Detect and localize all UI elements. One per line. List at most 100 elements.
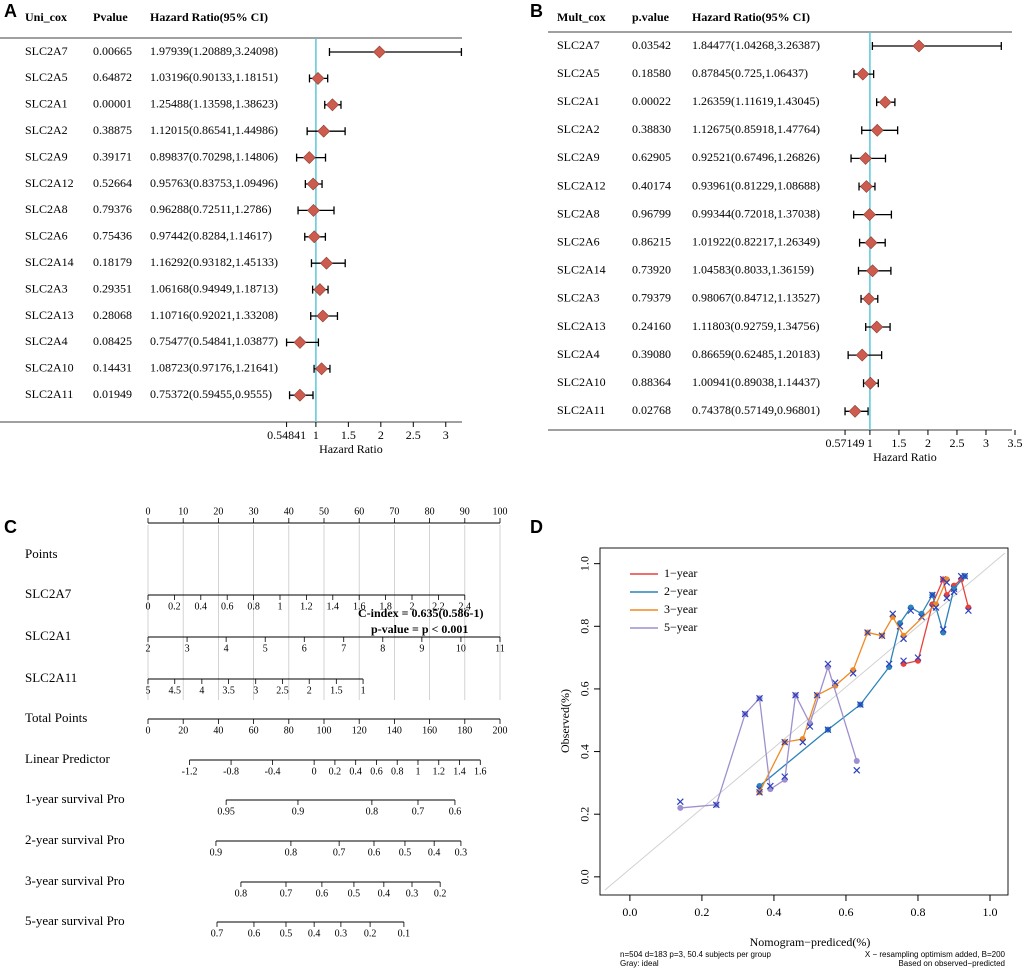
x-tick-label: 1 <box>867 436 873 450</box>
scale-tick-label: 1.2 <box>433 766 446 777</box>
hr-diamond <box>302 151 316 165</box>
scale-tick-label: 1.2 <box>300 601 313 612</box>
row-label: SLC2A8 <box>25 202 68 216</box>
x-tick-label: 0.2 <box>694 905 709 919</box>
x-tick-label: 2 <box>378 428 384 442</box>
x-tick-label: 0.4 <box>766 905 781 919</box>
plot-frame <box>599 547 1009 896</box>
hr-diamond <box>870 123 884 137</box>
x-tick-label: 3 <box>983 436 989 450</box>
hr-diamond <box>320 256 333 270</box>
y-axis-label: Observed(%) <box>558 689 572 753</box>
p-value: 0.00001 <box>93 97 132 111</box>
hr-diamond <box>855 348 869 362</box>
scale-tick-label: 2.4 <box>459 601 472 612</box>
scale-tick-label: 0 <box>146 601 151 612</box>
hr-diamond <box>848 404 862 418</box>
scale-tick-label: 4.5 <box>169 685 182 696</box>
hr-diamond <box>864 376 877 390</box>
row-label: SLC2A2 <box>25 123 68 137</box>
hr-ci: 1.10716(0.92021,1.33208) <box>150 308 278 322</box>
scale-tick-label: 0 <box>312 766 317 777</box>
corrected-point <box>781 773 789 781</box>
y-tick-label: 0.6 <box>578 681 592 696</box>
scale-tick-label: -0.4 <box>265 766 281 777</box>
observed-point <box>781 776 788 783</box>
p-value: 0.08425 <box>93 334 132 348</box>
x-tick-label: 0.54841 <box>267 428 306 442</box>
scale-tick-label: 30 <box>249 506 259 517</box>
hr-ci: 0.96288(0.72511,1.2786) <box>150 202 272 216</box>
hr-diamond <box>878 95 892 109</box>
scale-tick-label: 1.8 <box>379 601 392 612</box>
hr-diamond <box>859 180 873 193</box>
row-label: SLC2A5 <box>557 66 600 80</box>
scale-tick-label: 6 <box>302 643 307 654</box>
hr-ci: 1.97939(1.20889,3.24098) <box>150 44 278 58</box>
scale-tick-label: 2 <box>307 685 312 696</box>
x-tick-label: 3.5 <box>1008 436 1023 450</box>
scale-tick-label: 0.7 <box>412 806 425 817</box>
column-header: Hazard Ratio(95% CI) <box>692 10 810 24</box>
hr-diamond <box>862 292 876 306</box>
hr-diamond <box>307 230 321 244</box>
note: Based on observed−predicted <box>898 959 1005 968</box>
hr-ci: 0.74378(0.57149,0.96801) <box>692 403 820 417</box>
hr-ci: 1.08723(0.97176,1.21641) <box>150 361 278 375</box>
scale-tick-label: 8 <box>380 643 385 654</box>
scale-tick-label: 0.8 <box>285 847 298 858</box>
x-tick-label: 2 <box>925 436 931 450</box>
scale-tick-label: 0.5 <box>348 888 361 899</box>
observed-point <box>965 604 972 611</box>
scale-tick-label: 1.6 <box>353 601 366 612</box>
annotation: p-value = p < 0.001 <box>371 622 468 636</box>
scale-tick-label: 60 <box>354 506 364 517</box>
hr-ci: 0.97442(0.8284,1.14617) <box>150 229 272 243</box>
scale-name: SLC2A11 <box>25 670 77 685</box>
scale-name: SLC2A1 <box>25 628 71 643</box>
p-value: 0.24160 <box>632 319 671 333</box>
corrected-point <box>896 622 904 630</box>
p-value: 0.00665 <box>93 44 132 58</box>
hr-ci: 0.75477(0.54841,1.03877) <box>150 334 278 348</box>
p-value: 0.02768 <box>632 403 671 417</box>
corrected-point <box>756 788 763 796</box>
observed-point <box>950 585 957 592</box>
column-header: Mult_cox <box>557 10 606 24</box>
note: Gray: ideal <box>620 959 659 968</box>
p-value: 0.79379 <box>632 291 671 305</box>
hr-diamond <box>912 39 926 53</box>
corrected-point <box>928 591 936 599</box>
hr-ci: 1.06168(0.94949,1.18713) <box>150 281 278 295</box>
scale-tick-label: 200 <box>493 725 508 736</box>
hr-diamond <box>293 388 307 402</box>
x-tick-label: 2.5 <box>949 436 964 450</box>
hr-ci: 0.93961(0.81229,1.08688) <box>692 178 820 192</box>
p-value: 0.39080 <box>632 347 671 361</box>
scale-tick-label: 3.5 <box>222 685 235 696</box>
corrected-point <box>918 613 925 621</box>
x-axis-label: Hazard Ratio <box>873 450 937 464</box>
hr-diamond <box>315 362 328 376</box>
corrected-point <box>849 669 857 677</box>
scale-tick-label: 1.5 <box>330 685 343 696</box>
row-label: SLC2A2 <box>557 122 600 136</box>
scale-tick-label: 0.3 <box>335 928 348 939</box>
scale-tick-label: 140 <box>387 725 402 736</box>
row-label: SLC2A11 <box>557 403 605 417</box>
scale-name: 2-year survival Pro <box>25 832 125 847</box>
series-line <box>759 575 966 787</box>
scale-tick-label: 20 <box>178 725 188 736</box>
row-label: SLC2A10 <box>25 361 74 375</box>
hr-ci: 1.01922(0.82217,1.26349) <box>692 234 820 248</box>
hr-ci: 1.12015(0.86541,1.44986) <box>150 123 278 137</box>
scale-tick-label: 40 <box>284 506 294 517</box>
observed-point <box>940 629 947 636</box>
p-value: 0.28068 <box>93 308 132 322</box>
y-tick-label: 1.0 <box>578 556 592 571</box>
scale-tick-label: 100 <box>493 506 508 517</box>
row-label: SLC2A12 <box>557 178 606 192</box>
observed-point <box>907 604 914 611</box>
corrected-point <box>878 632 886 640</box>
legend-label: 5−year <box>664 620 697 634</box>
